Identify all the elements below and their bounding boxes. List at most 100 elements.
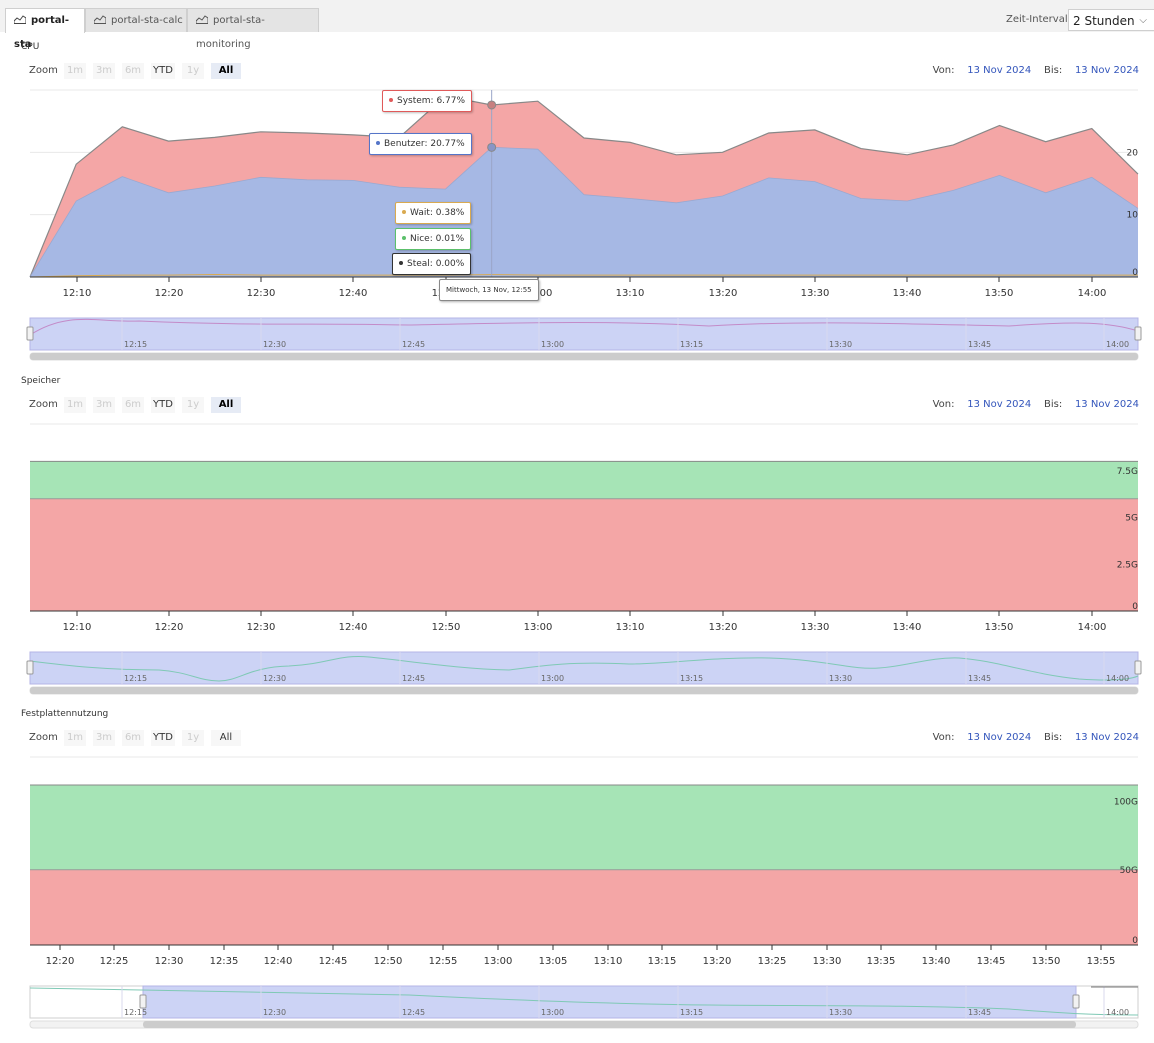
marker-system bbox=[487, 100, 497, 110]
zoom-1m-button[interactable]: 1m bbox=[64, 397, 86, 413]
dot-icon bbox=[402, 210, 406, 214]
zoom-all-button[interactable]: All bbox=[211, 730, 241, 746]
x-tick-label: 13:45 bbox=[977, 956, 1006, 967]
navigator-label: 12:30 bbox=[263, 1008, 286, 1017]
navigator-handle bbox=[26, 326, 34, 341]
range-to-input[interactable]: 13 Nov 2024 bbox=[1074, 399, 1139, 410]
interval-value: 2 Stunden bbox=[1073, 14, 1135, 28]
tab-label: portal-sta bbox=[14, 15, 70, 50]
navigator-label: 13:15 bbox=[680, 340, 703, 349]
dot-icon bbox=[399, 261, 403, 265]
tooltip-benutzer: Benutzer: 20.77% bbox=[369, 133, 472, 155]
tooltip-system: System: 6.77% bbox=[382, 90, 473, 112]
range-to-input[interactable]: 13 Nov 2024 bbox=[1074, 732, 1139, 743]
y-tick-label: 10 bbox=[1127, 211, 1139, 221]
x-tick-label: 13:15 bbox=[648, 956, 677, 967]
x-tick-label: 12:20 bbox=[155, 288, 184, 299]
navigator-label: 12:45 bbox=[402, 1008, 425, 1017]
y-tick-label: 5G bbox=[1125, 514, 1138, 524]
zoom-label: Zoom bbox=[29, 65, 58, 76]
series-belegt-area bbox=[30, 869, 1138, 945]
tab-portal-sta[interactable]: portal-sta bbox=[5, 8, 85, 50]
navigator-handle bbox=[1072, 994, 1080, 1009]
zoom-3m-button[interactable]: 3m bbox=[93, 397, 115, 413]
zoom-all-button[interactable]: All bbox=[211, 397, 241, 413]
cpu-chart[interactable]: 12:1012:2012:3012:4012:5013:0013:1013:20… bbox=[9, 40, 1149, 370]
dot-icon bbox=[376, 141, 380, 145]
y-tick-label: 0 bbox=[1132, 268, 1138, 278]
disk-chart[interactable]: 12:20 12:25 12:30 12:35 12:40 12:45 12:50 12:55… bbox=[9, 707, 1149, 1043]
navigator-label: 13:45 bbox=[968, 674, 991, 683]
zoom-ytd-button[interactable]: YTD bbox=[151, 730, 175, 746]
tab-portal-sta-calc[interactable]: portal-sta-calc bbox=[85, 8, 187, 32]
x-tick-label: 12:30 bbox=[247, 622, 276, 633]
x-tick-label: 13:55 bbox=[1087, 956, 1116, 967]
navigator-label: 13:15 bbox=[680, 674, 703, 683]
zoom-1y-button[interactable]: 1y bbox=[182, 730, 204, 746]
zoom-1y-button[interactable]: 1y bbox=[182, 63, 204, 79]
top-bar: portal-sta portal-sta-calc portal-sta-mo… bbox=[0, 0, 1154, 50]
x-tick-label: 13:10 bbox=[616, 288, 645, 299]
x-tick-label: 13:30 bbox=[813, 956, 842, 967]
series-wait-line bbox=[29, 273, 1138, 278]
navigator-label: 13:45 bbox=[968, 340, 991, 349]
zoom-ytd-button[interactable]: YTD bbox=[151, 63, 175, 79]
x-tick-label: 13:40 bbox=[893, 288, 922, 299]
series-frei-area bbox=[30, 461, 1138, 499]
zoom-6m-button[interactable]: 6m bbox=[122, 730, 144, 746]
tooltip-text: Benutzer: 20.77% bbox=[384, 139, 465, 149]
zoom-1y-button[interactable]: 1y bbox=[182, 397, 204, 413]
navigator-series bbox=[29, 655, 1139, 682]
dot-icon bbox=[389, 98, 393, 102]
series-belegt-area bbox=[30, 498, 1138, 611]
navigator-label: 13:30 bbox=[829, 674, 852, 683]
range-from-input[interactable]: 13 Nov 2024 bbox=[967, 399, 1032, 410]
x-tick-label: 13:30 bbox=[801, 622, 830, 633]
tooltip-wait: Wait: 0.38% bbox=[395, 202, 472, 224]
panel-title: Festplattennutzung bbox=[21, 709, 109, 719]
navigator-label: 14:00 bbox=[1106, 1008, 1129, 1017]
navigator-selection bbox=[29, 651, 1139, 685]
zoom-row: Zoom 1m 3m 6m YTD 1y All Von: 13 Nov 202… bbox=[29, 730, 1139, 746]
memory-chart[interactable]: 12:10 12:20 12:30 12:40 12:50 13:00 13:10 13:20… bbox=[9, 374, 1149, 704]
range-from-input[interactable]: 13 Nov 2024 bbox=[967, 732, 1032, 743]
range-to-input[interactable]: 13 Nov 2024 bbox=[1074, 65, 1139, 76]
zoom-ytd-button[interactable]: YTD bbox=[151, 397, 175, 413]
zoom-label: Zoom bbox=[29, 399, 58, 410]
x-tick-label: 13:35 bbox=[867, 956, 896, 967]
zoom-1m-button[interactable]: 1m bbox=[64, 63, 86, 79]
tooltip-steal: Steal: 0.00% bbox=[392, 253, 472, 275]
disk-panel: Festplattennutzung Zoom 1m 3m 6m YTD 1y … bbox=[9, 707, 1149, 1043]
area-chart-icon bbox=[196, 15, 208, 24]
zoom-6m-button[interactable]: 6m bbox=[122, 63, 144, 79]
navigator-label: 13:30 bbox=[829, 340, 852, 349]
scrollbar-thumb bbox=[30, 353, 1138, 360]
memory-panel: Speicher Zoom 1m 3m 6m YTD 1y All Von: 1… bbox=[9, 374, 1149, 704]
tab-label: portal-sta-monitoring bbox=[196, 15, 265, 50]
x-tick-label: 13:50 bbox=[985, 622, 1014, 633]
zoom-1m-button[interactable]: 1m bbox=[64, 730, 86, 746]
series-benutzer-line bbox=[29, 146, 1139, 278]
x-tick-label: 13:10 bbox=[594, 956, 623, 967]
x-tick-label: 12:50 bbox=[374, 956, 403, 967]
x-tick-label: 14:00 bbox=[1078, 288, 1107, 299]
navigator-label: 12:45 bbox=[402, 340, 425, 349]
zoom-6m-button[interactable]: 6m bbox=[122, 397, 144, 413]
range-from-input[interactable]: 13 Nov 2024 bbox=[967, 65, 1032, 76]
tooltip-text: Wait: 0.38% bbox=[410, 208, 465, 218]
tooltip-text: Nice: 0.01% bbox=[410, 234, 465, 244]
y-tick-label: 0 bbox=[1132, 602, 1138, 612]
chevron-down-icon: ⌵ bbox=[1139, 15, 1147, 26]
zoom-3m-button[interactable]: 3m bbox=[93, 63, 115, 79]
interval-select[interactable]: 2 Stunden ⌵ bbox=[1068, 9, 1154, 31]
zoom-row: Zoom 1m 3m 6m YTD 1y All Von: 13 Nov 202… bbox=[29, 397, 1139, 413]
range-to-label: Bis: bbox=[1044, 732, 1063, 743]
scrollbar-thumb bbox=[30, 687, 1138, 694]
x-tick-label: 13:00 bbox=[484, 956, 513, 967]
x-tick-label: 13:50 bbox=[1032, 956, 1061, 967]
zoom-3m-button[interactable]: 3m bbox=[93, 730, 115, 746]
y-tick-label: 20 bbox=[1127, 148, 1139, 158]
tab-portal-sta-monitoring[interactable]: portal-sta-monitoring bbox=[187, 8, 319, 50]
zoom-all-button[interactable]: All bbox=[211, 63, 241, 79]
navigator-label: 13:30 bbox=[829, 1008, 852, 1017]
